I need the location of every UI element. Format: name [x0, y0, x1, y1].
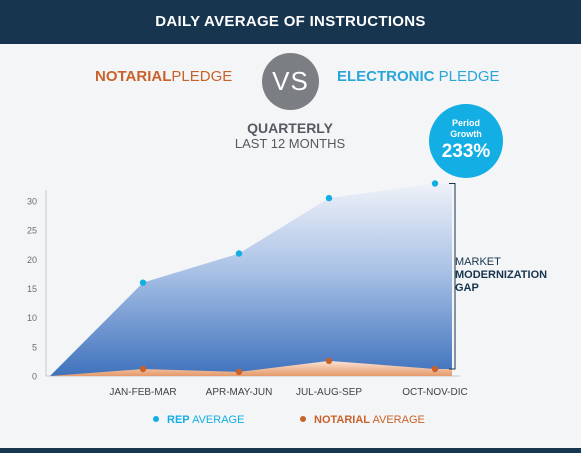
legend-light: AVERAGE	[370, 414, 425, 426]
notarial-average-area	[50, 360, 452, 376]
rep-data-point	[325, 194, 333, 202]
y-tick-label: 20	[27, 255, 37, 265]
x-tick-label: JAN-FEB-MAR	[109, 387, 176, 398]
y-tick-label: 10	[27, 313, 37, 323]
notarial-pledge-bold: NOTARIAL	[95, 68, 172, 85]
y-tick-label: 30	[27, 197, 37, 207]
y-tick-label: 15	[27, 284, 37, 294]
growth-label-line2: Growth	[450, 129, 482, 139]
rep-average-area	[50, 183, 452, 376]
legend-light: AVERAGE	[190, 414, 245, 426]
notarial-data-point	[431, 365, 439, 373]
period-subtitle: QUARTERLY LAST 12 MONTHS	[220, 120, 360, 151]
vs-label: VS	[272, 66, 309, 96]
subtitle-quarterly: QUARTERLY	[247, 120, 333, 136]
x-tick-label: OCT-NOV-DIC	[402, 387, 468, 398]
notarial-data-point	[139, 365, 147, 373]
electronic-pledge-bold: ELECTRONIC	[337, 68, 435, 85]
header-title: DAILY AVERAGE OF INSTRUCTIONS	[155, 13, 426, 30]
gap-line2: MODERNIZATION	[455, 269, 548, 281]
vs-badge: VS	[262, 53, 319, 110]
rep-data-point	[431, 180, 439, 187]
notarial-pledge-title: NOTARIALPLEDGE	[95, 68, 232, 85]
y-tick-label: 5	[32, 342, 37, 352]
notarial-legend-label: NOTARIAL AVERAGE	[314, 414, 425, 426]
x-tick-label: JUL-AUG-SEP	[296, 387, 362, 398]
notarial-data-point	[235, 368, 243, 376]
growth-label-line1: Period	[451, 118, 480, 128]
gap-line1: MARKET	[455, 256, 501, 268]
notarial-data-point	[325, 357, 333, 365]
rep-legend-marker	[153, 416, 159, 422]
subtitle-last-12-months: LAST 12 MONTHS	[234, 136, 346, 151]
electronic-pledge-light: PLEDGE	[434, 68, 500, 85]
rep-data-point	[235, 250, 243, 257]
rep-data-point	[139, 279, 147, 286]
electronic-pledge-title: ELECTRONIC PLEDGE	[337, 68, 500, 85]
y-tick-label: 0	[32, 372, 37, 382]
y-tick-label: 25	[27, 226, 37, 236]
notarial-legend-marker	[300, 416, 306, 422]
legend-bold: REP	[167, 414, 190, 426]
header-bar: DAILY AVERAGE OF INSTRUCTIONS	[0, 0, 581, 44]
period-growth-label: Period Growth	[429, 118, 503, 140]
rep-legend-label: REP AVERAGE	[167, 414, 244, 426]
period-growth-badge: Period Growth 233%	[429, 104, 503, 178]
x-tick-label: APR-MAY-JUN	[206, 387, 273, 398]
gap-bracket	[449, 183, 456, 370]
period-growth-value: 233%	[441, 141, 491, 162]
market-gap-label: MARKET MODERNIZATION GAP	[455, 256, 547, 295]
gap-line3: GAP	[455, 282, 479, 294]
footer-bar	[0, 448, 581, 453]
notarial-pledge-light: PLEDGE	[171, 68, 233, 85]
legend-bold: NOTARIAL	[314, 414, 370, 426]
